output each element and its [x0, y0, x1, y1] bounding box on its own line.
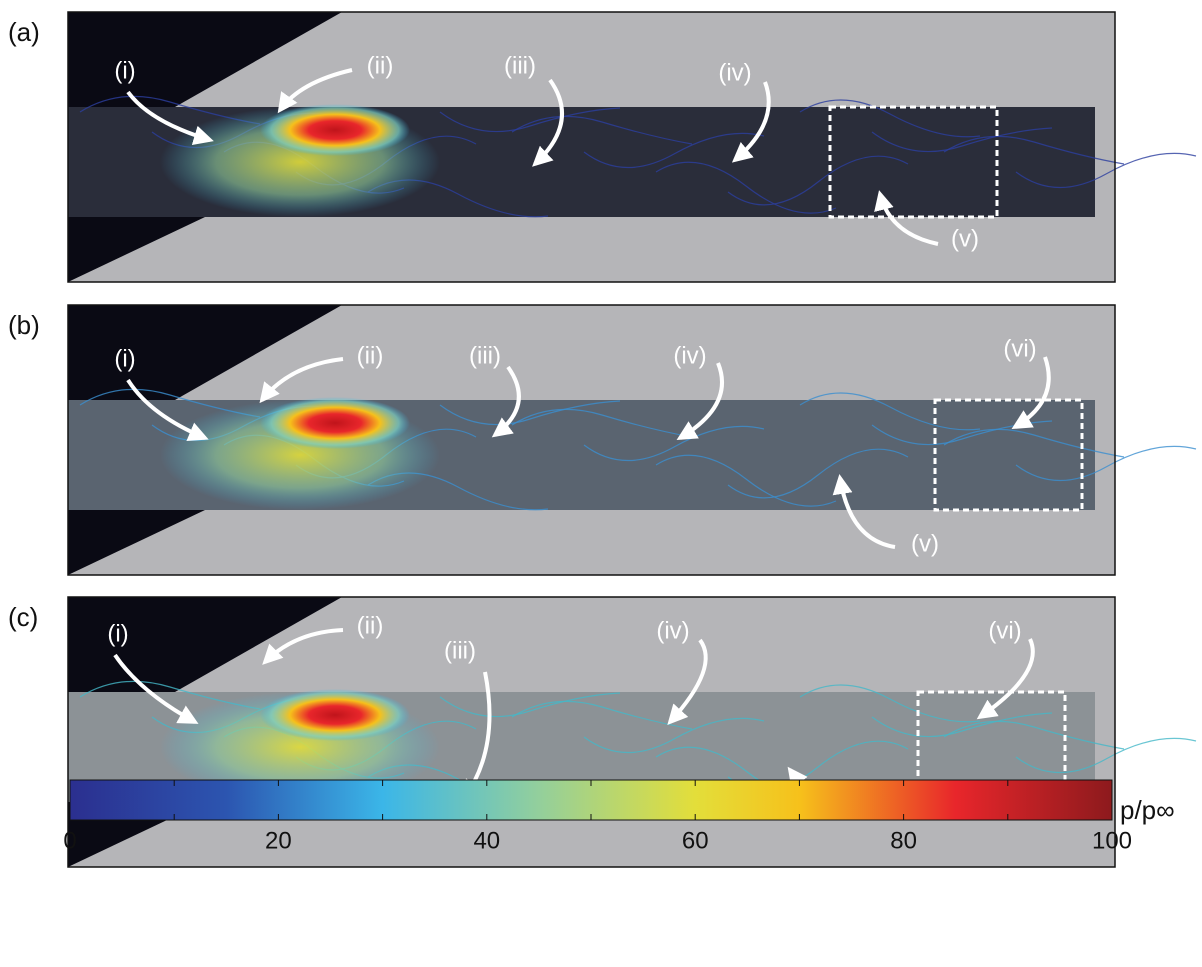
- annotation-label: (iii): [469, 342, 501, 369]
- annotation-label: (i): [107, 620, 128, 647]
- contour-line: [1015, 445, 1197, 482]
- colorbar-tick-label: 60: [682, 827, 709, 854]
- contour-line: [727, 155, 909, 206]
- annotation-label: (v): [951, 225, 979, 252]
- panel-label: (b): [8, 310, 40, 340]
- panel: (c)(i)(ii)(iii)(iv)(v)(vi): [8, 596, 1197, 868]
- contour-line: [511, 700, 693, 730]
- annotation-label: (iii): [504, 52, 536, 79]
- contour-line: [511, 408, 693, 438]
- annotation-arrow: [731, 81, 771, 163]
- panel-label: (c): [8, 602, 38, 632]
- lower-ramp: [68, 217, 205, 282]
- frame: [67, 11, 1116, 283]
- hot-spot: [260, 689, 410, 741]
- inlet-region: [68, 597, 342, 692]
- colorbar-tick-label: 100: [1092, 827, 1132, 854]
- annotation-label: (i): [114, 57, 135, 84]
- lower-ramp: [68, 510, 205, 575]
- contour-line: [871, 127, 1053, 153]
- annotation-label: (ii): [357, 612, 384, 639]
- contour-line: [583, 717, 765, 754]
- frame: [67, 596, 1116, 868]
- annotation-arrow: [667, 638, 708, 725]
- colorbar-label: p/p∞: [1120, 795, 1175, 825]
- annotation-label: (ii): [357, 342, 384, 369]
- hot-spot: [260, 397, 410, 449]
- highlight-box: [933, 398, 1084, 512]
- panel: (a) (i) (ii) (iii) (iv) (v): [8, 11, 1197, 283]
- contour-line: [583, 132, 765, 169]
- contour-line: [655, 161, 837, 214]
- annotation-label: (ii): [367, 52, 394, 79]
- frame: [67, 304, 1116, 576]
- annotation-label: (vi): [988, 617, 1021, 644]
- contour-line: [1015, 737, 1197, 774]
- panel-label: (a): [8, 17, 40, 47]
- annotation-label: (vi): [1003, 335, 1036, 362]
- annotation-arrow: [1011, 356, 1051, 430]
- annotation-label: (iv): [718, 59, 751, 86]
- inlet-region: [68, 12, 342, 107]
- colorbar-tick-label: 40: [473, 827, 500, 854]
- annotation-arrow: [832, 474, 896, 549]
- annotation-arrow: [874, 190, 939, 246]
- contour-line: [439, 400, 621, 426]
- contour-line: [871, 712, 1053, 738]
- contour-line: [943, 135, 1125, 165]
- annotation-arrow: [532, 78, 564, 167]
- contour-line: [439, 692, 621, 718]
- contour-line: [655, 454, 837, 507]
- colorbar-tick-label: 80: [890, 827, 917, 854]
- annotation-arrow: [126, 90, 214, 145]
- panel: (b) (i) (ii) (iii) (iv) (v) (vi): [8, 304, 1197, 576]
- annotation-label: (v): [911, 530, 939, 557]
- contour-line: [1015, 152, 1197, 189]
- highlight-box: [828, 105, 999, 219]
- annotation-label: (iii): [444, 637, 476, 664]
- colorbar: [69, 779, 1113, 821]
- contour-line: [439, 107, 621, 133]
- colorbar-tick-label: 20: [265, 827, 292, 854]
- annotation-arrow: [277, 68, 353, 114]
- contour-line: [511, 115, 693, 145]
- contour-line: [799, 392, 981, 431]
- annotation-arrow: [491, 365, 521, 438]
- inlet-region: [68, 305, 342, 400]
- annotation-arrow: [676, 362, 724, 441]
- annotation-arrow: [259, 357, 344, 404]
- annotation-label: (iv): [673, 342, 706, 369]
- contour-line: [943, 720, 1125, 750]
- colorbar-tick-label: 0: [63, 827, 76, 854]
- annotation-arrow: [126, 378, 209, 442]
- contour-line: [799, 99, 981, 138]
- contour-line: [943, 428, 1125, 458]
- hot-spot: [260, 104, 410, 156]
- annotation-arrow: [262, 628, 344, 665]
- annotation-label: (iv): [656, 617, 689, 644]
- contour-line: [727, 448, 909, 499]
- contour-line: [583, 425, 765, 462]
- annotation-arrow: [976, 638, 1035, 720]
- annotation-arrow: [113, 653, 199, 724]
- contour-line: [799, 684, 981, 723]
- annotation-label: (i): [114, 345, 135, 372]
